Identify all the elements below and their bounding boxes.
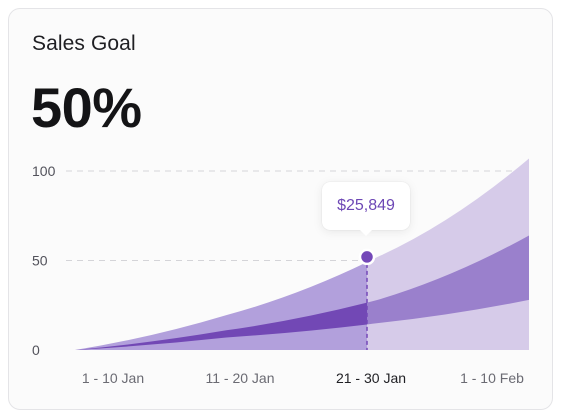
future-bands bbox=[367, 158, 529, 351]
highlight-dot bbox=[358, 248, 376, 266]
x-tick-label: 11 - 20 Jan bbox=[205, 370, 274, 386]
x-axis-labels: 1 - 10 Jan 11 - 20 Jan 21 - 30 Jan 1 - 10 F… bbox=[82, 370, 524, 386]
x-tick-label: 1 - 10 Jan bbox=[82, 370, 144, 386]
value-tooltip: $25,849 bbox=[322, 182, 410, 236]
highlight-marker[interactable] bbox=[358, 248, 376, 350]
card-title: Sales Goal bbox=[32, 32, 136, 55]
y-tick-label: 0 bbox=[32, 342, 40, 358]
y-axis-labels: 100 50 0 bbox=[32, 163, 56, 358]
goal-percentage: 50% bbox=[31, 76, 142, 139]
chart-areas bbox=[75, 158, 529, 351]
y-tick-label: 100 bbox=[32, 163, 56, 179]
actual-band-area bbox=[75, 302, 367, 350]
x-tick-label: 21 - 30 Jan bbox=[336, 370, 406, 386]
y-tick-label: 50 bbox=[32, 253, 48, 269]
x-tick-label: 1 - 10 Feb bbox=[460, 370, 524, 386]
projection-band-area bbox=[367, 235, 529, 325]
past-bands bbox=[75, 262, 367, 351]
